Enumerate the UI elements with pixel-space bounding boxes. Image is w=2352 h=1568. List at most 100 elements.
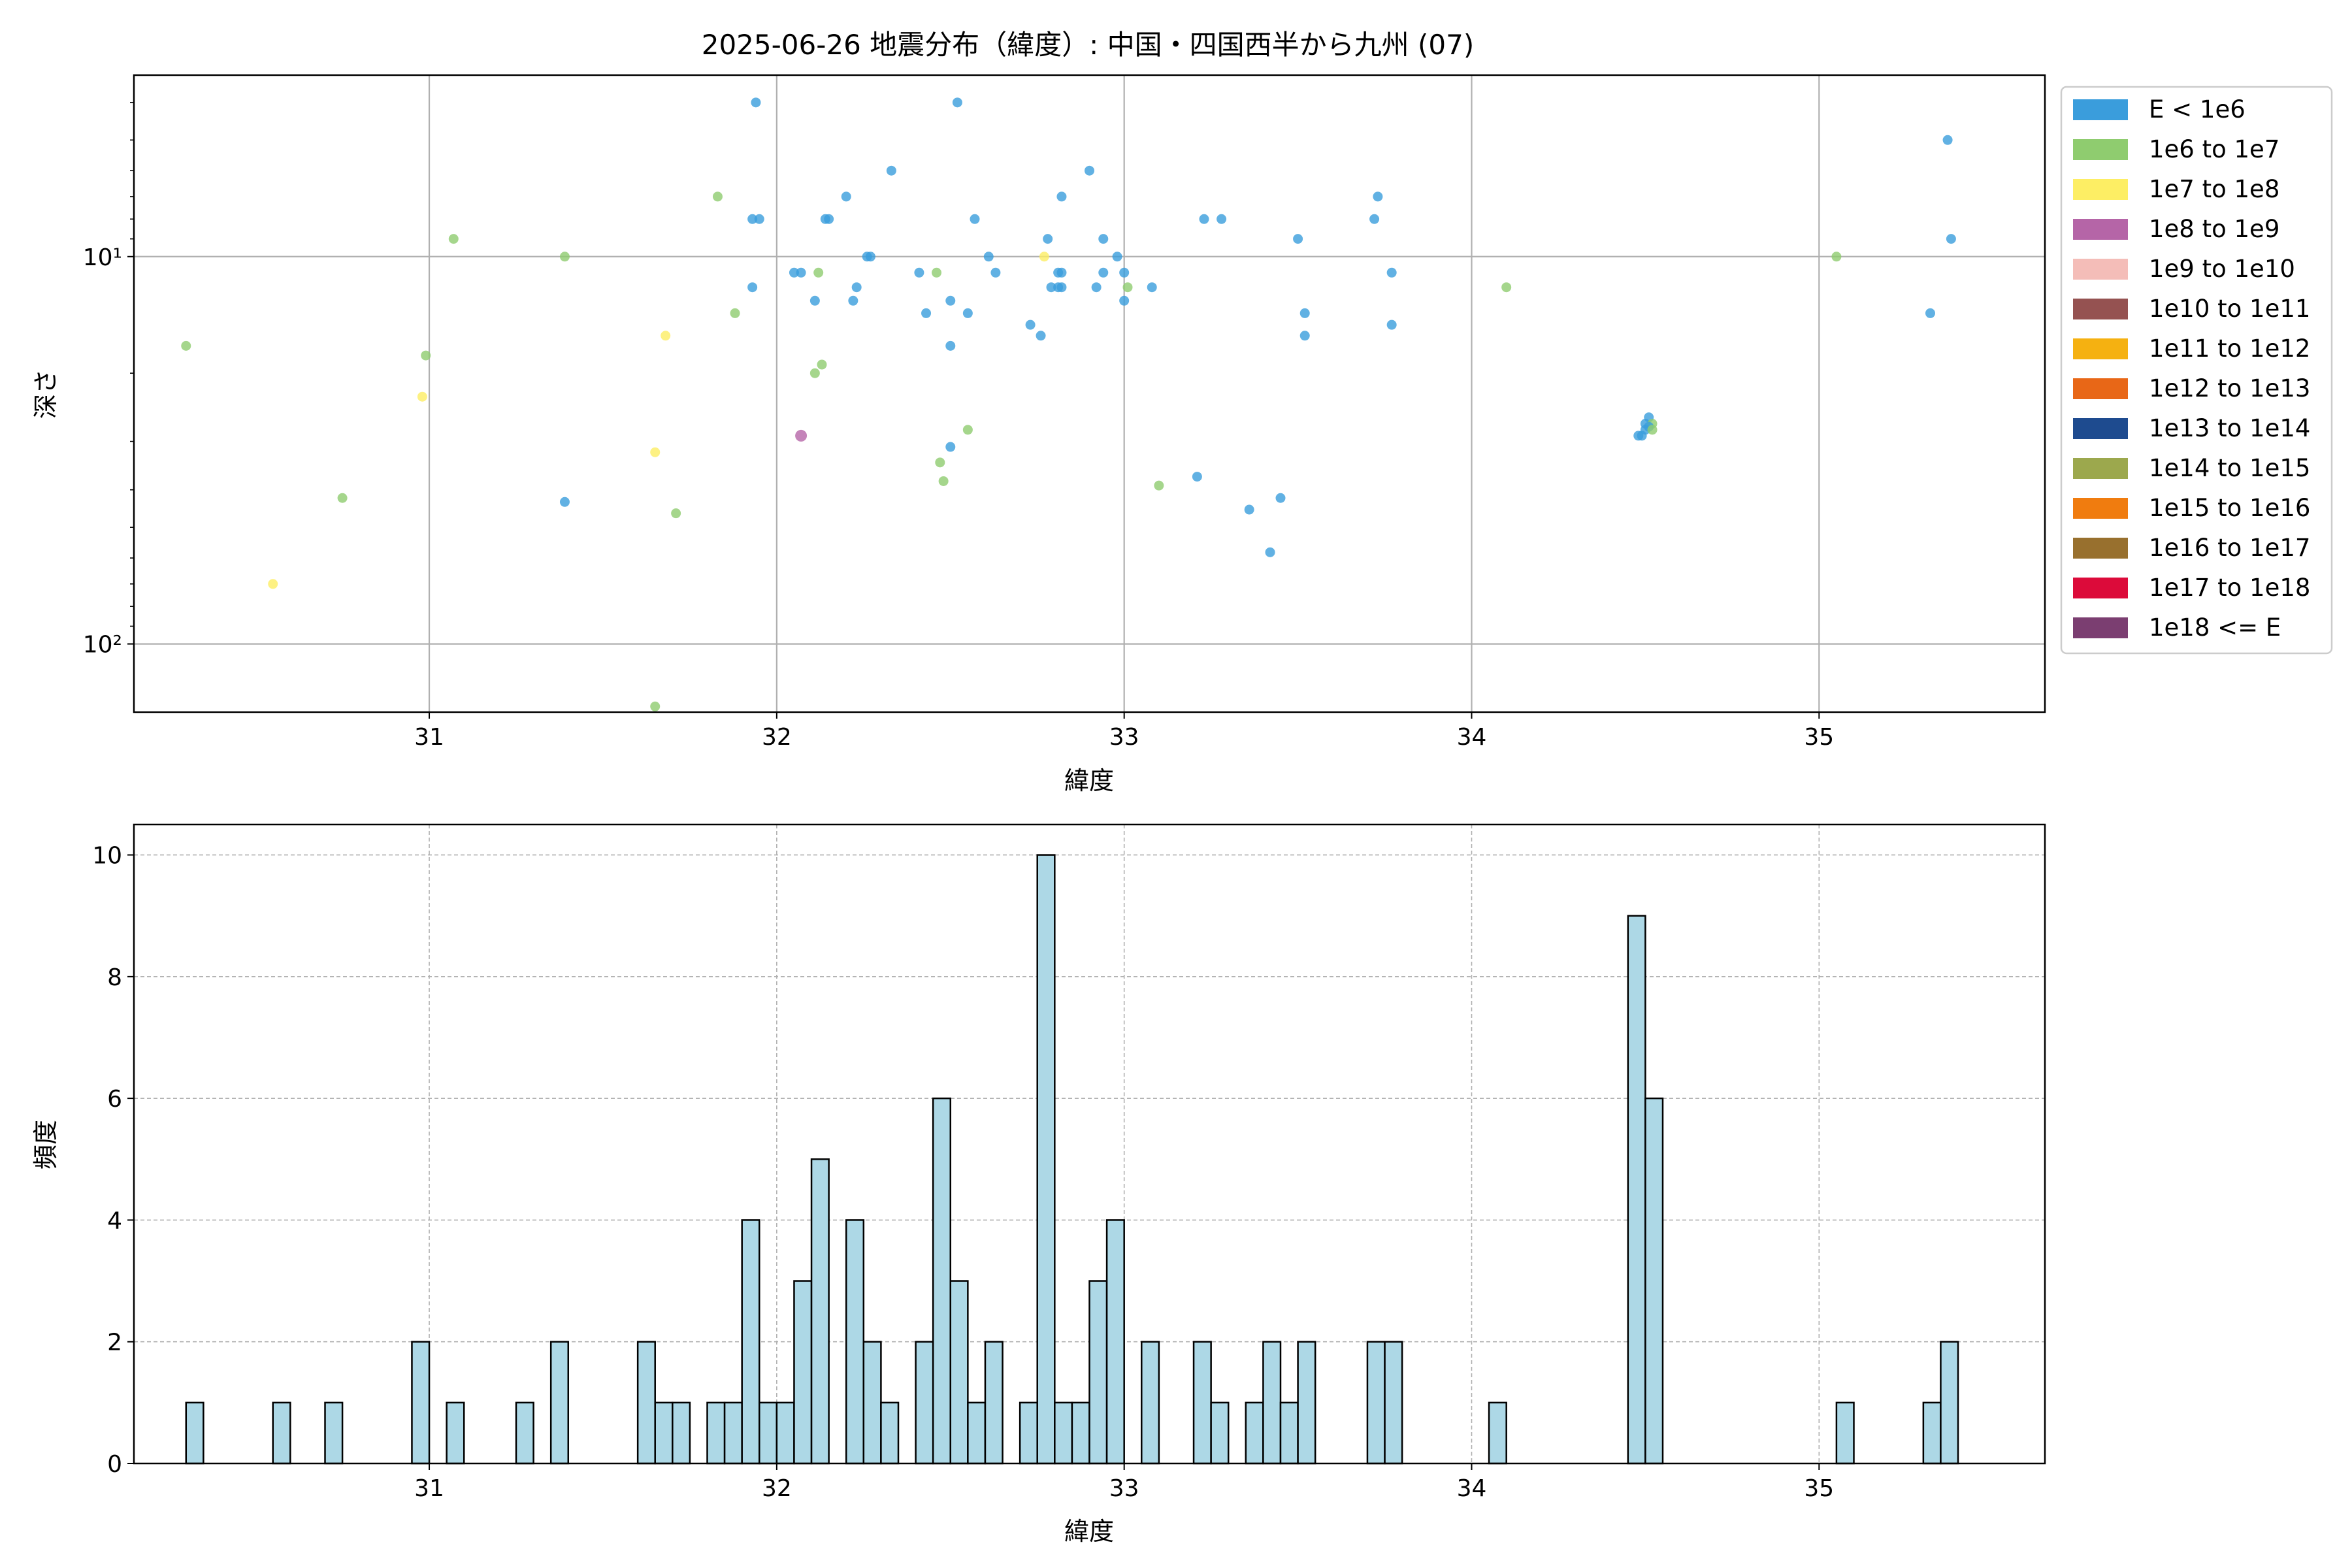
scatter-point — [813, 267, 824, 278]
legend-swatch — [2073, 578, 2128, 598]
histogram-ticks: 31 32 33 34 35 0 2 4 6 8 10 — [92, 843, 1834, 1502]
histogram-bar — [1644, 1097, 1664, 1465]
scatter-point — [932, 267, 941, 278]
scatter-point — [945, 442, 956, 452]
histogram-bar — [1105, 1219, 1125, 1465]
histogram-x-label: 緯度 — [1064, 1517, 1114, 1546]
scatter-point — [1942, 135, 1953, 145]
scatter-point — [712, 191, 723, 202]
scatter-point — [848, 295, 858, 306]
histogram-bar — [446, 1401, 465, 1465]
scatter-point — [1098, 234, 1109, 244]
scatter-point — [730, 308, 740, 318]
scatter-point — [268, 579, 278, 589]
histogram-bar — [1940, 1341, 1959, 1465]
histogram-bars — [185, 854, 1959, 1465]
scatter-point — [921, 308, 932, 318]
histogram-bar — [1019, 1401, 1038, 1465]
legend-swatch — [2073, 139, 2128, 160]
histogram-y-tick-label: 2 — [107, 1330, 122, 1356]
histogram-bar — [1054, 1401, 1073, 1465]
scatter-point — [1192, 472, 1202, 482]
scatter-point — [809, 295, 820, 306]
histogram-x-tick-label: 33 — [1109, 1475, 1139, 1502]
scatter-point — [1036, 331, 1046, 341]
scatter-point — [886, 165, 896, 176]
histogram-bar — [549, 1341, 570, 1465]
histogram-bar — [1488, 1401, 1507, 1465]
legend-swatch — [2073, 498, 2128, 519]
scatter-point — [962, 308, 973, 318]
histogram-bar — [845, 1219, 865, 1465]
legend-entries: E < 1e6 1e6 to 1e7 1e7 to 1e8 1e8 to 1e9 1e9… — [2073, 95, 2310, 642]
scatter-point — [448, 234, 459, 244]
legend: E < 1e6 1e6 to 1e7 1e7 to 1e8 1e8 to 1e9 1e9… — [2060, 86, 2333, 655]
scatter-y-label: 深さ — [31, 369, 60, 419]
scatter-x-tick-label: 32 — [762, 724, 792, 751]
legend-label: 1e10 to 1e11 — [2149, 295, 2310, 323]
scatter-point — [181, 340, 191, 351]
scatter-x-tick-label: 33 — [1109, 724, 1139, 751]
scatter-point — [1122, 282, 1133, 293]
histogram-bar — [515, 1401, 534, 1465]
scatter-point — [1043, 234, 1053, 244]
histogram-x-tick-label: 34 — [1457, 1475, 1487, 1502]
scatter-point — [1925, 308, 1935, 318]
histogram-bar — [1366, 1341, 1386, 1465]
scatter-y-tick-label: 10¹ — [83, 244, 122, 271]
scatter-x-tick-label: 35 — [1804, 724, 1834, 751]
scatter-point — [661, 331, 671, 341]
scatter-point — [747, 214, 758, 224]
histogram-bar — [672, 1401, 691, 1465]
scatter-point — [1647, 425, 1658, 435]
histogram-bar — [915, 1341, 934, 1465]
scatter-point — [990, 267, 1001, 278]
histogram-bar — [793, 1280, 813, 1465]
scatter-point — [1293, 234, 1303, 244]
scatter-point — [789, 267, 799, 278]
scatter-point — [1025, 319, 1036, 330]
scatter-point — [983, 252, 994, 262]
scatter-point — [945, 295, 956, 306]
legend-label: 1e8 to 1e9 — [2149, 215, 2279, 243]
histogram-bar — [1262, 1341, 1282, 1465]
scatter-point — [945, 340, 956, 351]
histogram-bar — [759, 1401, 778, 1465]
scatter-point — [671, 508, 681, 519]
scatter-point — [1637, 431, 1647, 441]
scatter-point — [1373, 191, 1383, 202]
scatter-point — [1265, 547, 1275, 557]
legend-swatch — [2073, 219, 2128, 240]
scatter-point — [1056, 267, 1067, 278]
histogram-bar — [776, 1401, 795, 1465]
histogram-bar — [1279, 1401, 1299, 1465]
scatter-point — [865, 252, 875, 262]
scatter-point — [650, 701, 661, 711]
histogram-frame — [133, 823, 2046, 1465]
scatter-point — [1154, 480, 1164, 491]
histogram-bar — [810, 1158, 830, 1465]
histogram-bar — [1297, 1341, 1316, 1465]
legend-swatch — [2073, 338, 2128, 359]
legend-swatch — [2073, 617, 2128, 638]
scatter-x-tick-label: 31 — [414, 724, 444, 751]
histogram-bar — [654, 1401, 674, 1465]
scatter-point — [1098, 267, 1109, 278]
scatter-point — [1299, 331, 1310, 341]
histogram-panel: 31 32 33 34 35 0 2 4 6 8 10 緯度 頻度 — [31, 823, 2046, 1546]
histogram-bar — [949, 1280, 969, 1465]
histogram-bar — [862, 1341, 882, 1465]
histogram-bar — [636, 1341, 656, 1465]
scatter-point — [817, 359, 827, 370]
legend-frame — [2060, 86, 2333, 655]
scatter-point — [337, 493, 348, 503]
histogram-bar — [1245, 1401, 1264, 1465]
legend-swatch — [2073, 418, 2128, 439]
scatter-point — [751, 97, 761, 108]
scatter-y-tick-label: 10² — [83, 632, 122, 659]
histogram-y-tick-label: 0 — [107, 1451, 122, 1478]
scatter-point — [938, 476, 949, 486]
histogram-y-tick-label: 10 — [92, 843, 122, 870]
histogram-bar — [1088, 1280, 1108, 1465]
